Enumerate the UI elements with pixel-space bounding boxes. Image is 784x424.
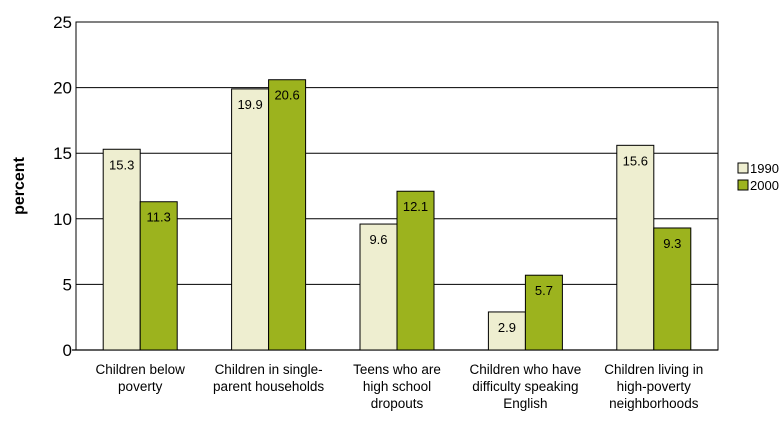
bar-1990: [616, 144, 655, 351]
bars: [102, 79, 692, 351]
category-label: dropouts: [371, 396, 424, 411]
y-tick-label: 25: [53, 13, 72, 32]
y-tick-label: 5: [63, 275, 72, 294]
bar-1990: [487, 311, 526, 351]
bar-2000: [524, 274, 563, 351]
category-label: difficulty speaking: [472, 379, 578, 394]
category-label: high school: [363, 379, 431, 394]
category-label: parent households: [213, 379, 324, 394]
value-label: 15.3: [109, 157, 134, 172]
bar-1990: [231, 88, 270, 351]
y-tick-label: 10: [53, 210, 72, 229]
y-tick-label: 0: [63, 341, 72, 360]
value-label: 15.6: [623, 153, 648, 168]
category-labels: Children below poverty Children in single-…: [96, 362, 704, 411]
bar-1990: [102, 148, 141, 351]
y-tick-label: 20: [53, 79, 72, 98]
y-axis-label: percent: [11, 156, 28, 214]
value-label: 9.6: [369, 232, 387, 247]
legend-label-1990: 1990: [750, 161, 779, 176]
y-tick-labels: 0 5 10 15 20 25: [53, 13, 72, 360]
value-label: 19.9: [237, 97, 262, 112]
category-label: Children below: [96, 362, 186, 377]
value-labels: 15.3 11.3 19.9 20.6 9.6 12.1 2.9 5.7 15.6 9.3: [109, 88, 681, 335]
value-label: 20.6: [274, 88, 299, 103]
category-label: Teens who are: [353, 362, 441, 377]
value-label: 9.3: [663, 236, 681, 251]
legend-label-2000: 2000: [750, 178, 779, 193]
value-label: 5.7: [535, 283, 553, 298]
bar-2000: [268, 79, 307, 351]
bar-2000: [653, 227, 692, 351]
category-label: Children living in: [604, 362, 703, 377]
bar-1990: [359, 223, 398, 351]
category-label: neighborhoods: [609, 396, 699, 411]
category-label: high-poverty: [617, 379, 692, 394]
category-label: Children who have: [469, 362, 581, 377]
value-label: 11.3: [147, 210, 171, 225]
legend: 1990 2000: [737, 161, 779, 193]
legend-swatch-1990: [737, 162, 749, 174]
category-label: Children in single-: [215, 362, 323, 377]
category-label: poverty: [118, 379, 163, 394]
category-label: English: [503, 396, 547, 411]
value-label: 12.1: [403, 199, 428, 214]
value-label: 2.9: [498, 320, 516, 335]
bar-2000: [139, 201, 178, 351]
y-tick-label: 15: [53, 144, 72, 163]
legend-swatch-2000: [737, 179, 749, 191]
bar-2000: [396, 190, 435, 351]
